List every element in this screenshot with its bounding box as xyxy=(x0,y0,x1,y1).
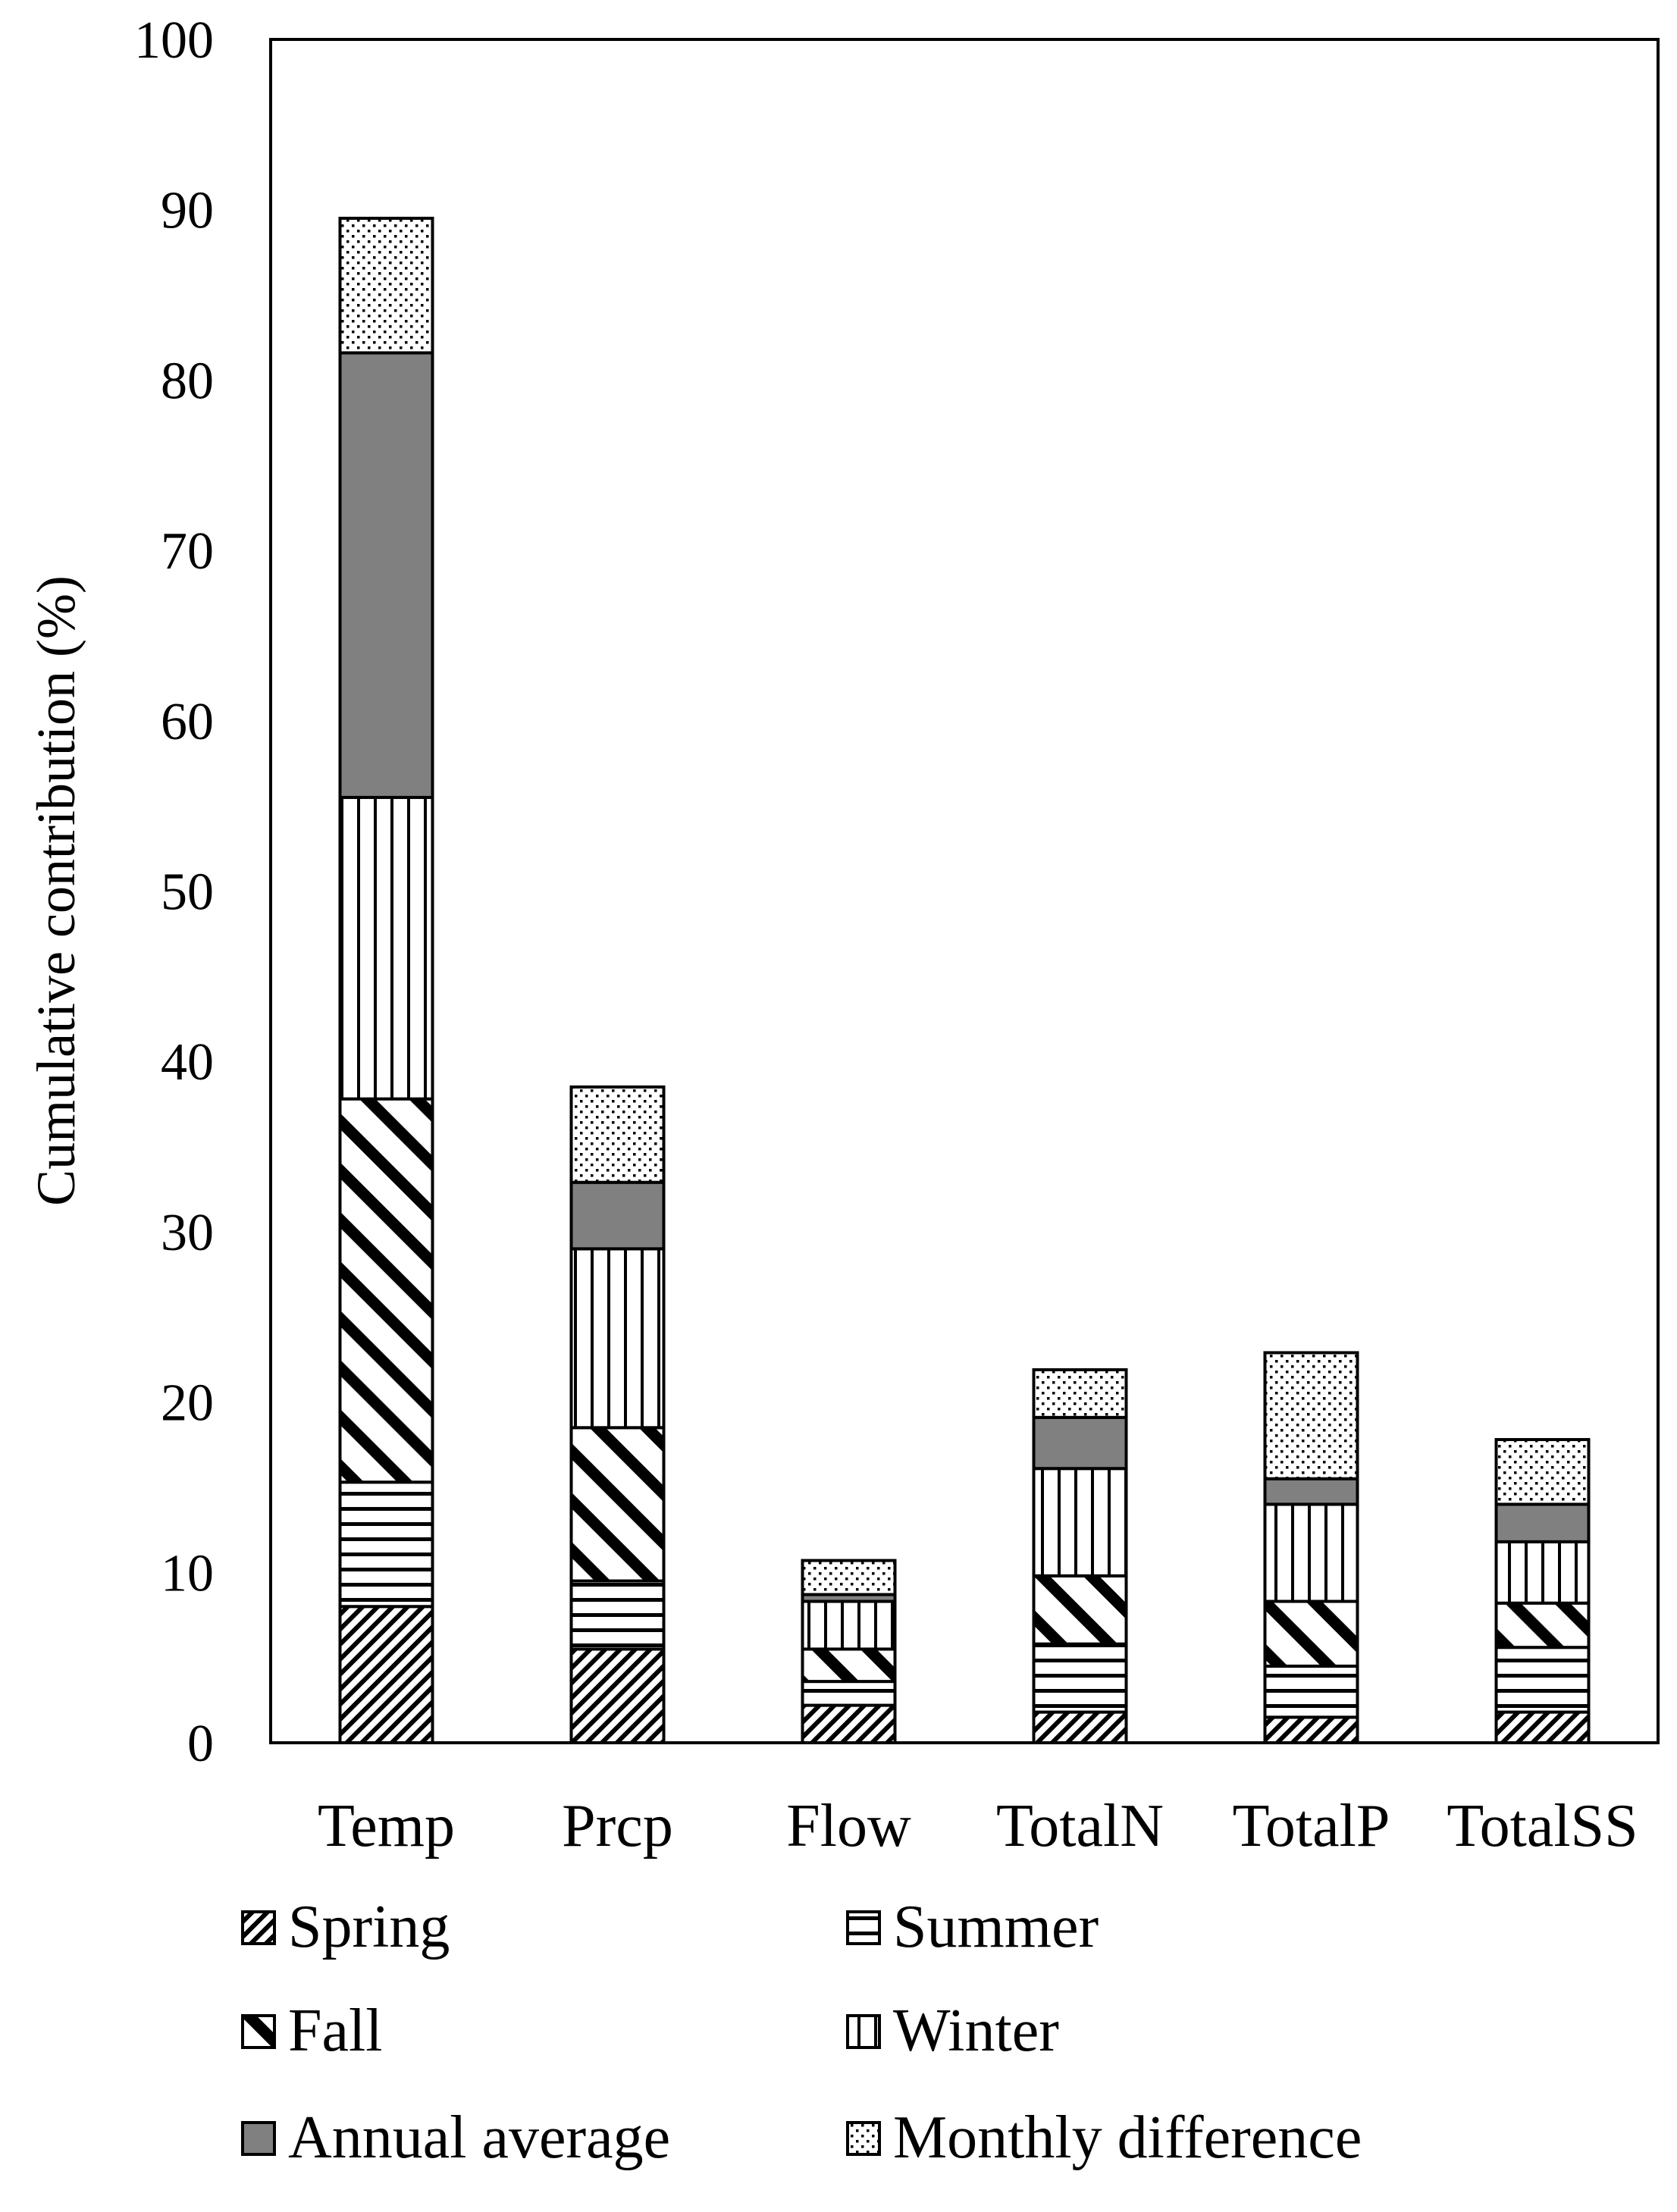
legend: Spring Summer Fall Winter Annual average Mont… xyxy=(241,1894,1362,2171)
y-tick-label: 70 xyxy=(161,522,214,581)
legend-label: Monthly difference xyxy=(893,2104,1362,2171)
y-tick-label: 10 xyxy=(161,1544,214,1603)
x-axis: Temp Prcp Flow TotalN TotalP TotalSS xyxy=(318,1793,1638,1860)
bar-segment-spring xyxy=(1494,1710,1591,1744)
x-tick-label: Temp xyxy=(318,1793,455,1860)
legend-item: Winter xyxy=(846,1997,1059,2064)
bar-segment-summer xyxy=(569,1579,666,1651)
bar-segment-fall xyxy=(801,1647,897,1684)
bar-segment-fall xyxy=(1263,1599,1359,1668)
bar-segment-winter xyxy=(569,1247,666,1430)
bar-segment-winter xyxy=(338,795,434,1101)
legend-item: Summer xyxy=(846,1894,1099,1960)
legend-item: Monthly difference xyxy=(846,2104,1362,2171)
bar-segment-summer xyxy=(338,1480,434,1609)
x-tick-label: TotalN xyxy=(996,1793,1164,1860)
bar-segment-spring xyxy=(1032,1710,1128,1744)
x-tick-label: TotalP xyxy=(1233,1793,1390,1860)
legend-swatch xyxy=(241,2121,276,2156)
legend-swatch xyxy=(846,2121,881,2156)
bar-segment-winter xyxy=(1263,1502,1359,1603)
legend-label: Winter xyxy=(893,1997,1059,2064)
bar-segment-summer xyxy=(1263,1664,1359,1719)
bar-segment-annual-average xyxy=(1032,1415,1128,1471)
y-tick-label: 60 xyxy=(161,693,214,751)
bar-stack-flow xyxy=(801,1559,897,1744)
y-tick-label: 40 xyxy=(161,1033,214,1092)
bar-segment-summer xyxy=(1032,1642,1128,1714)
bar-segment-winter xyxy=(1494,1540,1591,1605)
bar-segment-monthly-difference xyxy=(338,216,434,355)
legend-label: Fall xyxy=(288,1997,382,2064)
legend-item: Annual average xyxy=(241,2104,670,2171)
bar-segment-spring xyxy=(569,1647,666,1745)
bar-segment-winter xyxy=(1032,1467,1128,1578)
bar-segment-monthly-difference xyxy=(801,1559,897,1596)
bar-segment-monthly-difference xyxy=(1494,1438,1591,1506)
legend-label: Spring xyxy=(288,1894,450,1960)
bar-segment-summer xyxy=(1494,1646,1591,1714)
y-axis: 0 10 20 30 40 50 60 70 80 90 100 xyxy=(134,11,214,1773)
bar-segment-spring xyxy=(338,1605,434,1744)
x-tick-label: TotalSS xyxy=(1447,1793,1638,1860)
bar-segment-spring xyxy=(801,1703,897,1744)
bars-group xyxy=(338,216,1591,1745)
legend-label: Summer xyxy=(893,1894,1099,1960)
legend-swatch xyxy=(846,2014,881,2049)
bar-segment-annual-average xyxy=(338,351,434,799)
legend-swatch xyxy=(241,1910,276,1945)
y-tick-label: 100 xyxy=(134,11,214,70)
bar-segment-fall xyxy=(1494,1601,1591,1650)
legend-item: Spring xyxy=(241,1894,450,1960)
legend-item: Fall xyxy=(241,1997,382,2064)
y-tick-label: 90 xyxy=(161,182,214,240)
x-tick-label: Flow xyxy=(786,1793,911,1860)
bar-segment-fall xyxy=(569,1426,666,1583)
y-tick-label: 50 xyxy=(161,863,214,922)
bar-segment-monthly-difference xyxy=(569,1085,666,1184)
plot-area-frame xyxy=(269,38,1660,1744)
bar-segment-fall xyxy=(1032,1574,1128,1646)
x-tick-label: Prcp xyxy=(562,1793,673,1860)
y-tick-label: 30 xyxy=(161,1204,214,1262)
legend-swatch xyxy=(241,2014,276,2049)
bar-segment-monthly-difference xyxy=(1032,1368,1128,1419)
y-tick-label: 0 xyxy=(187,1715,214,1773)
bar-stack-prcp xyxy=(569,1085,666,1745)
y-tick-label: 20 xyxy=(161,1374,214,1433)
bar-stack-totalss xyxy=(1494,1438,1591,1744)
bar-segment-winter xyxy=(801,1599,897,1651)
bar-segment-summer xyxy=(801,1680,897,1707)
bar-segment-annual-average xyxy=(1263,1477,1359,1506)
legend-swatch xyxy=(846,1910,881,1945)
bar-segment-spring xyxy=(1263,1715,1359,1744)
bar-stack-totaln xyxy=(1032,1368,1128,1744)
bar-segment-fall xyxy=(338,1097,434,1484)
bar-stack-temp xyxy=(338,216,434,1744)
bar-segment-annual-average xyxy=(569,1180,666,1251)
bar-segment-monthly-difference xyxy=(1263,1351,1359,1480)
legend-label: Annual average xyxy=(288,2104,670,2171)
bar-segment-annual-average xyxy=(1494,1502,1591,1543)
bar-stack-totalp xyxy=(1263,1351,1359,1744)
y-axis-title: Cumulative contribution (%) xyxy=(26,575,86,1206)
y-tick-label: 80 xyxy=(161,352,214,410)
